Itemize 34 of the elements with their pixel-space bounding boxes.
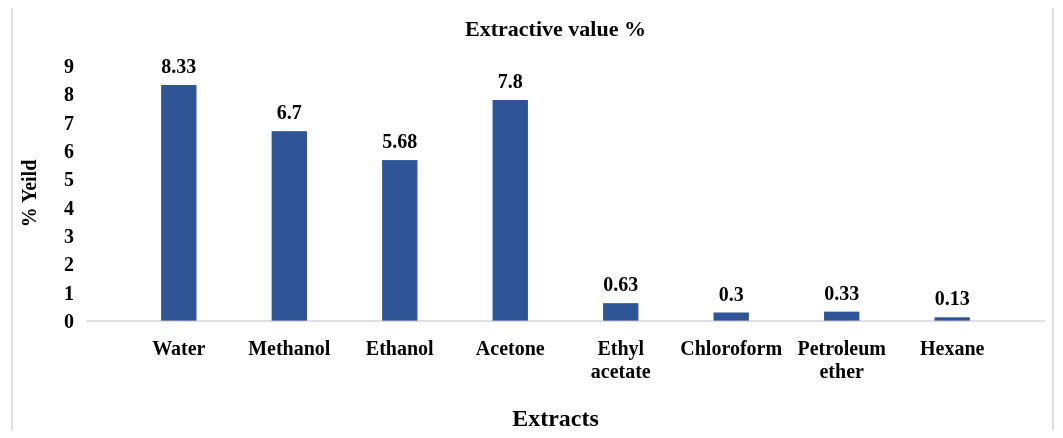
- y-tick-label: 1: [64, 281, 74, 304]
- data-label: 7.8: [497, 70, 523, 92]
- data-label: 8.33: [161, 54, 197, 77]
- x-tick-label: Ethyl acetate: [590, 337, 651, 382]
- x-tick-label: Chloroform: [680, 337, 783, 359]
- bar: [603, 303, 639, 321]
- bar: [382, 160, 418, 321]
- y-tick-label: 0: [64, 310, 74, 332]
- data-label: 0.33: [824, 281, 860, 304]
- x-tick-label: Petroleum ether: [797, 337, 887, 382]
- x-tick-label: Hexane: [919, 337, 985, 359]
- data-label: 6.7: [276, 101, 302, 124]
- bar: [492, 100, 528, 321]
- y-tick-label: 2: [64, 253, 74, 276]
- y-tick-label: 5: [64, 168, 74, 191]
- x-tick-label: Ethanol: [365, 337, 435, 359]
- y-tick-label: 3: [64, 225, 74, 247]
- x-tick-label: Methanol: [248, 337, 331, 359]
- y-tick-label: 8: [64, 83, 74, 106]
- x-axis-title: Extracts: [512, 405, 599, 431]
- y-axis-title: % Yeild: [18, 159, 40, 228]
- bar: [271, 131, 307, 321]
- x-tick-label: Acetone: [475, 337, 545, 359]
- bar: [161, 84, 197, 321]
- x-tick-label: Water: [152, 337, 206, 359]
- y-tick-label: 6: [64, 140, 74, 162]
- y-tick-label: 9: [64, 55, 74, 77]
- data-label: 0.63: [603, 273, 639, 296]
- y-tick-label: 4: [64, 196, 74, 219]
- data-label: 5.68: [382, 130, 418, 153]
- y-tick-label: 7: [64, 111, 74, 134]
- data-label: 0.13: [934, 287, 970, 310]
- data-label: 0.3: [718, 282, 744, 305]
- chart-title: Extractive value %: [465, 16, 646, 41]
